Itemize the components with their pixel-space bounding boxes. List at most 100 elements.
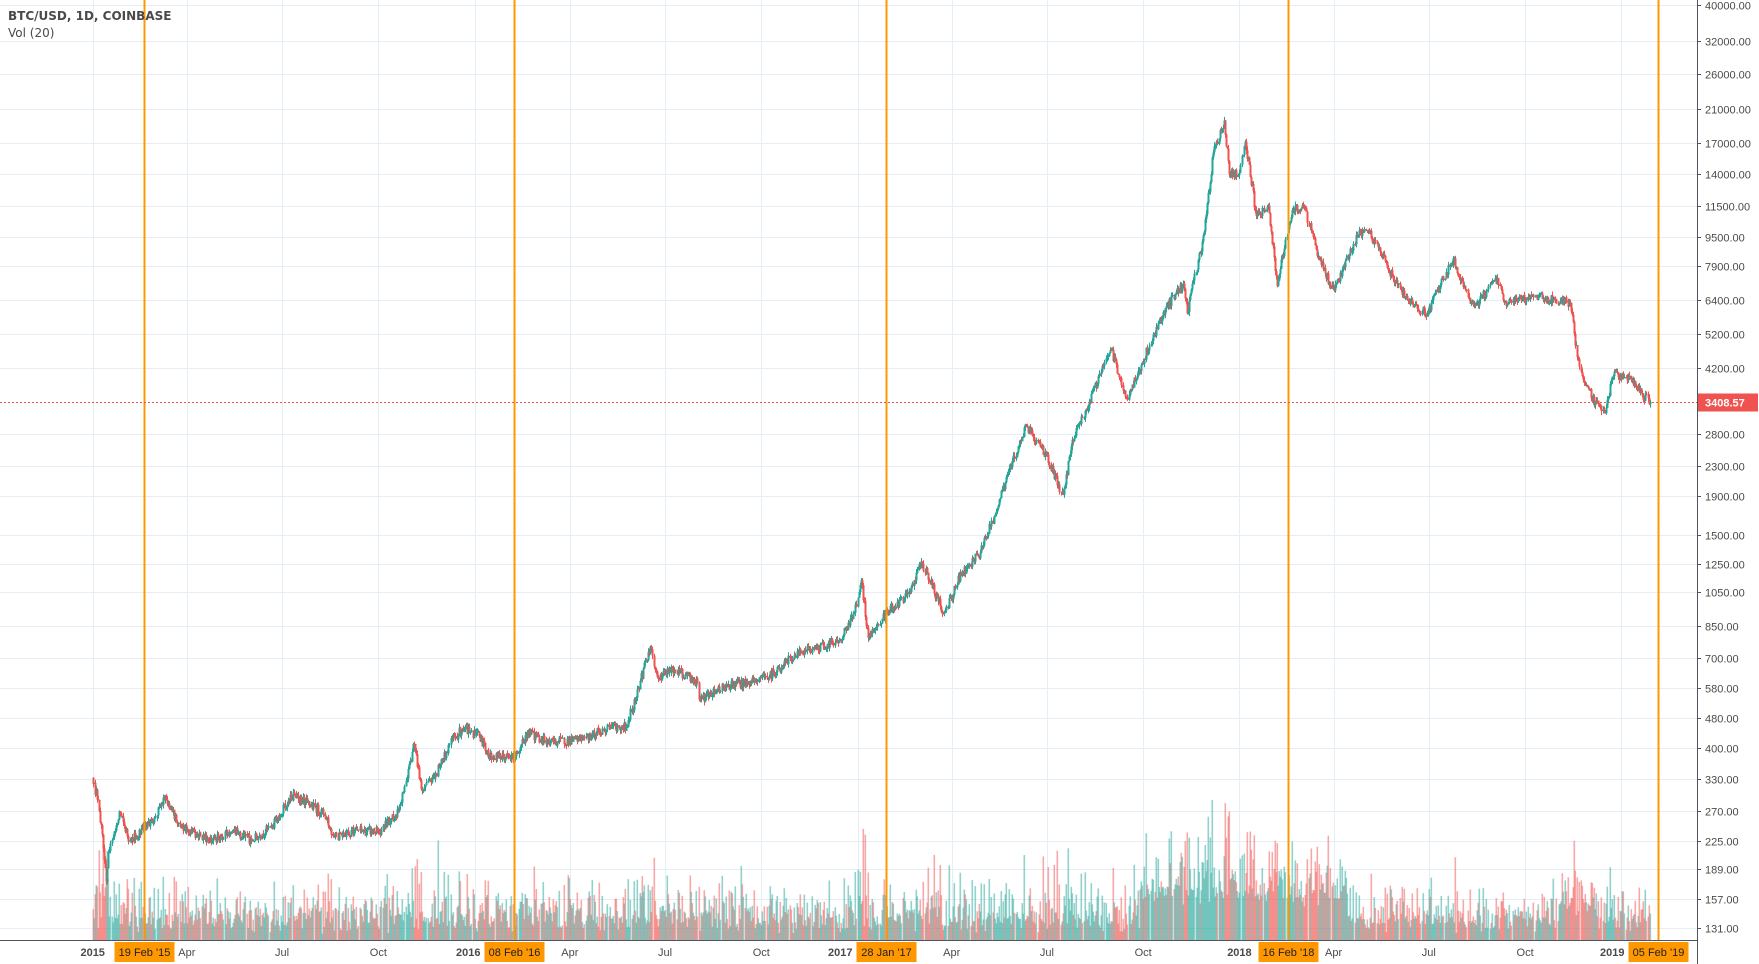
candle-body bbox=[1315, 245, 1318, 250]
candle-body bbox=[1133, 377, 1136, 388]
volume-bar bbox=[990, 897, 993, 940]
candle-body bbox=[1055, 473, 1058, 476]
volume-bar bbox=[1344, 870, 1347, 940]
candle-body bbox=[853, 612, 856, 614]
candle-body bbox=[549, 742, 552, 745]
volume-bar bbox=[1019, 918, 1022, 940]
volume-bar bbox=[653, 857, 656, 940]
volume-bar bbox=[754, 928, 757, 940]
symbol-title[interactable]: BTC/USD, 1D, COINBASE bbox=[8, 9, 172, 23]
candle-body bbox=[1431, 300, 1434, 303]
volume-bar bbox=[888, 917, 891, 940]
candle-body bbox=[591, 732, 594, 738]
volume-bar bbox=[303, 889, 306, 940]
candle-body bbox=[1318, 255, 1321, 261]
candle-body bbox=[152, 822, 155, 824]
volume-bar bbox=[798, 914, 801, 940]
candle-body bbox=[1329, 282, 1332, 289]
volume-bar bbox=[569, 898, 572, 940]
volume-bar bbox=[851, 910, 854, 940]
candle-body bbox=[1599, 404, 1602, 406]
volume-bar bbox=[1223, 856, 1226, 940]
volume-bar bbox=[508, 927, 511, 940]
candle-body bbox=[304, 801, 307, 805]
candle-body bbox=[161, 804, 164, 806]
candle-body bbox=[429, 778, 432, 781]
volume-bar bbox=[628, 926, 631, 940]
candle-body bbox=[764, 675, 767, 677]
candle-body bbox=[1311, 230, 1314, 234]
volume-bar bbox=[593, 894, 596, 940]
volume-indicator-label[interactable]: Vol (20) bbox=[8, 26, 55, 40]
candle-body bbox=[1212, 152, 1215, 158]
volume-bar bbox=[1454, 857, 1457, 940]
volume-bar bbox=[302, 912, 305, 940]
candle-body bbox=[731, 681, 734, 686]
volume-bar bbox=[1352, 885, 1355, 940]
volume-bar bbox=[1034, 923, 1037, 940]
volume-bar bbox=[396, 891, 399, 940]
volume-bar bbox=[409, 911, 412, 940]
volume-bar bbox=[275, 908, 278, 940]
candle-body bbox=[1393, 279, 1396, 283]
volume-bar bbox=[1515, 915, 1518, 940]
volume-bar bbox=[933, 854, 936, 940]
volume-bar bbox=[678, 892, 681, 940]
candle-body bbox=[1255, 209, 1258, 216]
volume-bar bbox=[364, 899, 367, 940]
candle-body bbox=[192, 828, 195, 830]
volume-bar bbox=[673, 902, 676, 940]
candle-body bbox=[342, 832, 345, 838]
volume-bar bbox=[729, 926, 732, 940]
volume-bar bbox=[379, 906, 382, 940]
volume-bar bbox=[1106, 917, 1109, 940]
candle-body bbox=[1257, 211, 1260, 214]
vertical-markers[interactable]: 19 Feb '15 08 Feb '16 28 Jan '17 16 Feb '18… bbox=[114, 0, 1689, 962]
volume-bar bbox=[803, 894, 806, 940]
volume-bar bbox=[600, 916, 603, 940]
candle-body bbox=[1483, 290, 1486, 298]
candle-body bbox=[151, 819, 154, 824]
volume-bar bbox=[301, 928, 304, 940]
volume-bar bbox=[922, 881, 925, 940]
volume-bar bbox=[977, 918, 980, 940]
volume-bar bbox=[1591, 882, 1594, 940]
volume-bar bbox=[361, 915, 364, 940]
candle-body bbox=[792, 658, 795, 660]
volume-bar bbox=[1338, 898, 1341, 940]
price-tick-label: 400.00 bbox=[1705, 744, 1739, 756]
volume-bar bbox=[199, 918, 202, 940]
candle-body bbox=[98, 799, 101, 812]
candle-body bbox=[1468, 297, 1471, 299]
volume-bar bbox=[371, 900, 374, 940]
volume-bar bbox=[1261, 868, 1264, 940]
volume-bar bbox=[206, 923, 209, 940]
candle-body bbox=[99, 811, 102, 823]
candle-body bbox=[1439, 284, 1442, 290]
candle-body bbox=[1098, 373, 1101, 377]
volume-bar bbox=[947, 926, 950, 940]
volume-bar bbox=[330, 879, 333, 940]
candle-body bbox=[1237, 175, 1240, 177]
candle-body bbox=[196, 833, 199, 835]
candle-body bbox=[993, 515, 996, 524]
volume-bar bbox=[1532, 902, 1535, 940]
candle-body bbox=[221, 837, 224, 840]
price-tick-label: 189.00 bbox=[1705, 865, 1739, 877]
volume-bar bbox=[1578, 881, 1581, 940]
volume-bar bbox=[207, 923, 210, 940]
candle-body bbox=[136, 836, 139, 838]
volume-bar bbox=[724, 922, 727, 940]
candle-body bbox=[1080, 416, 1083, 424]
volume-bar bbox=[515, 912, 518, 940]
volume-bar bbox=[412, 900, 415, 940]
volume-bar bbox=[789, 905, 792, 940]
volume-bar bbox=[1213, 867, 1216, 940]
volume-bar bbox=[880, 925, 883, 940]
volume-bar bbox=[865, 895, 868, 940]
volume-bar bbox=[437, 840, 440, 940]
volume-bar bbox=[993, 893, 996, 940]
candle-body bbox=[960, 572, 963, 574]
candle-body bbox=[520, 744, 523, 748]
